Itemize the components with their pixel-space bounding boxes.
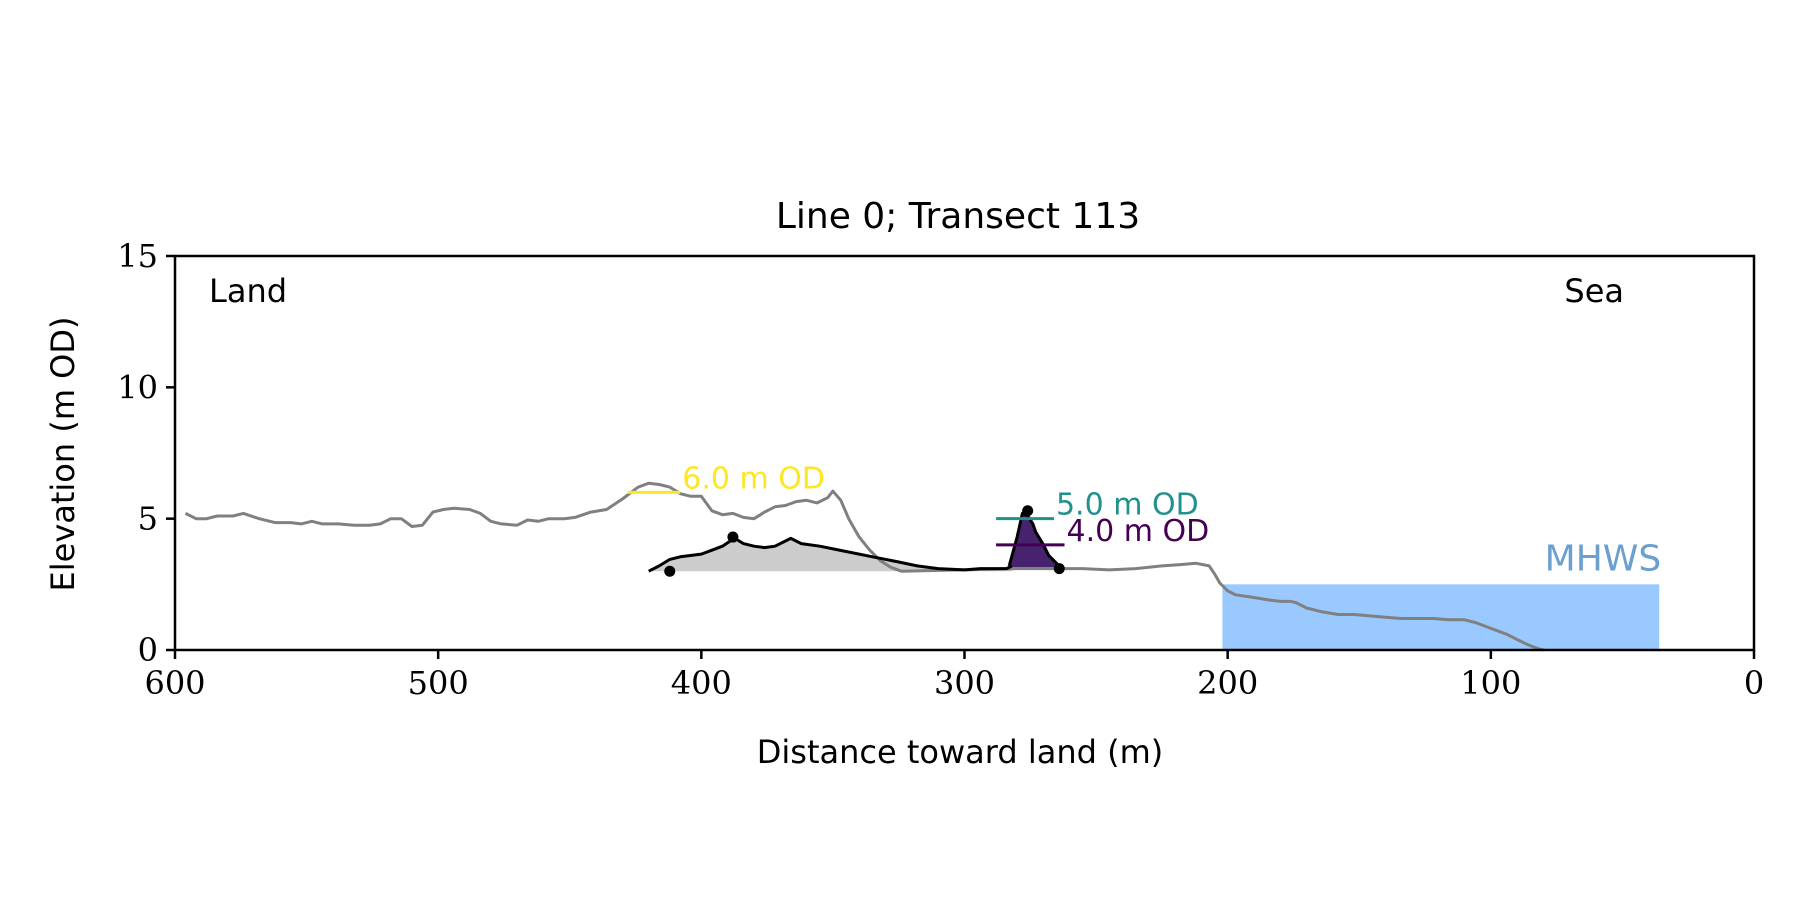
feature-2-point-2 xyxy=(1053,563,1065,575)
y-tick-label: 0 xyxy=(138,631,158,669)
feature-1-point-2 xyxy=(727,531,739,543)
profile-line xyxy=(184,481,1544,652)
x-tick-label: 400 xyxy=(671,664,732,702)
y-tick-label: 15 xyxy=(117,237,158,275)
x-tick-label: 0 xyxy=(1744,664,1764,702)
level-label-1: 6.0 m OD xyxy=(682,461,825,496)
x-tick-label: 300 xyxy=(934,664,995,702)
mhws-area xyxy=(1222,584,1660,650)
feature-outline-1 xyxy=(648,535,1013,573)
corner-label-land: Land xyxy=(209,272,287,310)
x-tick-label: 600 xyxy=(144,664,205,702)
x-tick-label: 500 xyxy=(408,664,469,702)
feature-1-point-1 xyxy=(664,565,676,577)
feature-outline-2 xyxy=(1007,511,1061,570)
chart-title: Line 0; Transect 113 xyxy=(776,196,1140,237)
feature-fill-1 xyxy=(648,537,1012,572)
x-tick-label: 100 xyxy=(1460,664,1521,702)
level-label-2: 5.0 m OD xyxy=(1056,488,1199,523)
x-axis-label: Distance toward land (m) xyxy=(757,733,1163,771)
feature-fill-2 xyxy=(1009,513,1060,569)
level-label-3: 4.0 m OD xyxy=(1067,514,1210,549)
feature-2-point-1 xyxy=(1022,505,1034,517)
corner-label-sea: Sea xyxy=(1564,272,1624,310)
x-tick-label: 200 xyxy=(1197,664,1258,702)
mhws-label: MHWS xyxy=(1545,538,1662,579)
y-tick-label: 5 xyxy=(138,500,158,538)
y-axis-label: Elevation (m OD) xyxy=(44,317,82,592)
y-tick-label: 10 xyxy=(117,368,158,406)
